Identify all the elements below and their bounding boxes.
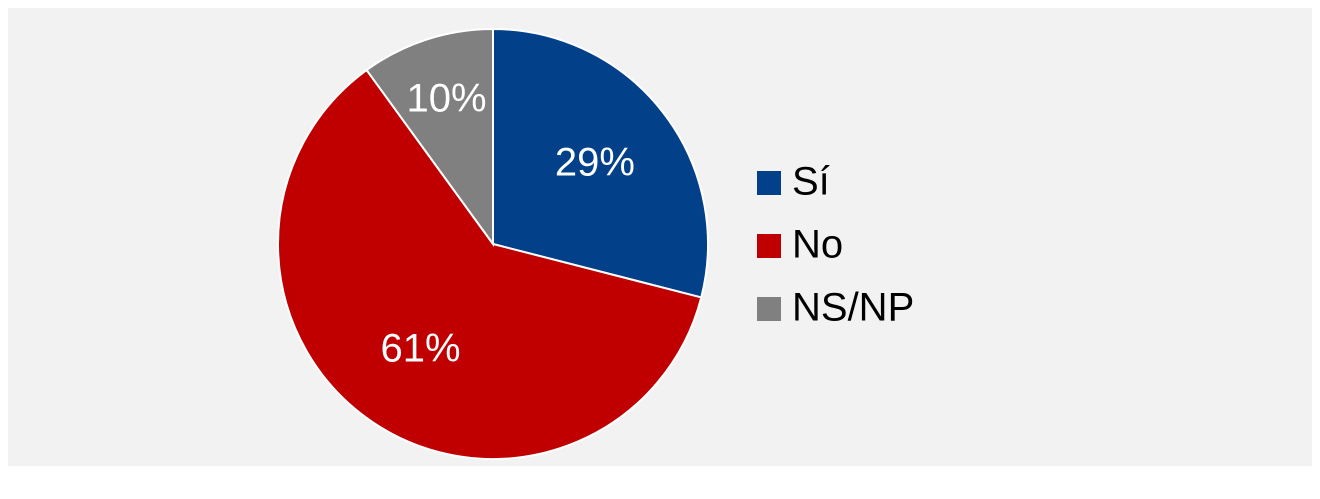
legend-swatch: [757, 234, 781, 258]
legend-label: NS/NP: [792, 286, 914, 330]
value-labels: 29% 61% 10%: [380, 76, 635, 370]
legend-swatch: [757, 297, 781, 321]
legend: Sí No NS/NP: [757, 160, 914, 330]
pie: [277, 27, 709, 460]
pie-slice: [365, 27, 494, 248]
legend-swatch: [757, 171, 781, 195]
legend-label: No: [792, 223, 843, 267]
value-label: 10%: [406, 76, 486, 120]
pie-slice: [277, 68, 703, 460]
value-label: 61%: [380, 326, 460, 370]
pie-slice: [492, 27, 709, 299]
legend-label: Sí: [792, 160, 830, 204]
value-label: 29%: [555, 140, 635, 184]
